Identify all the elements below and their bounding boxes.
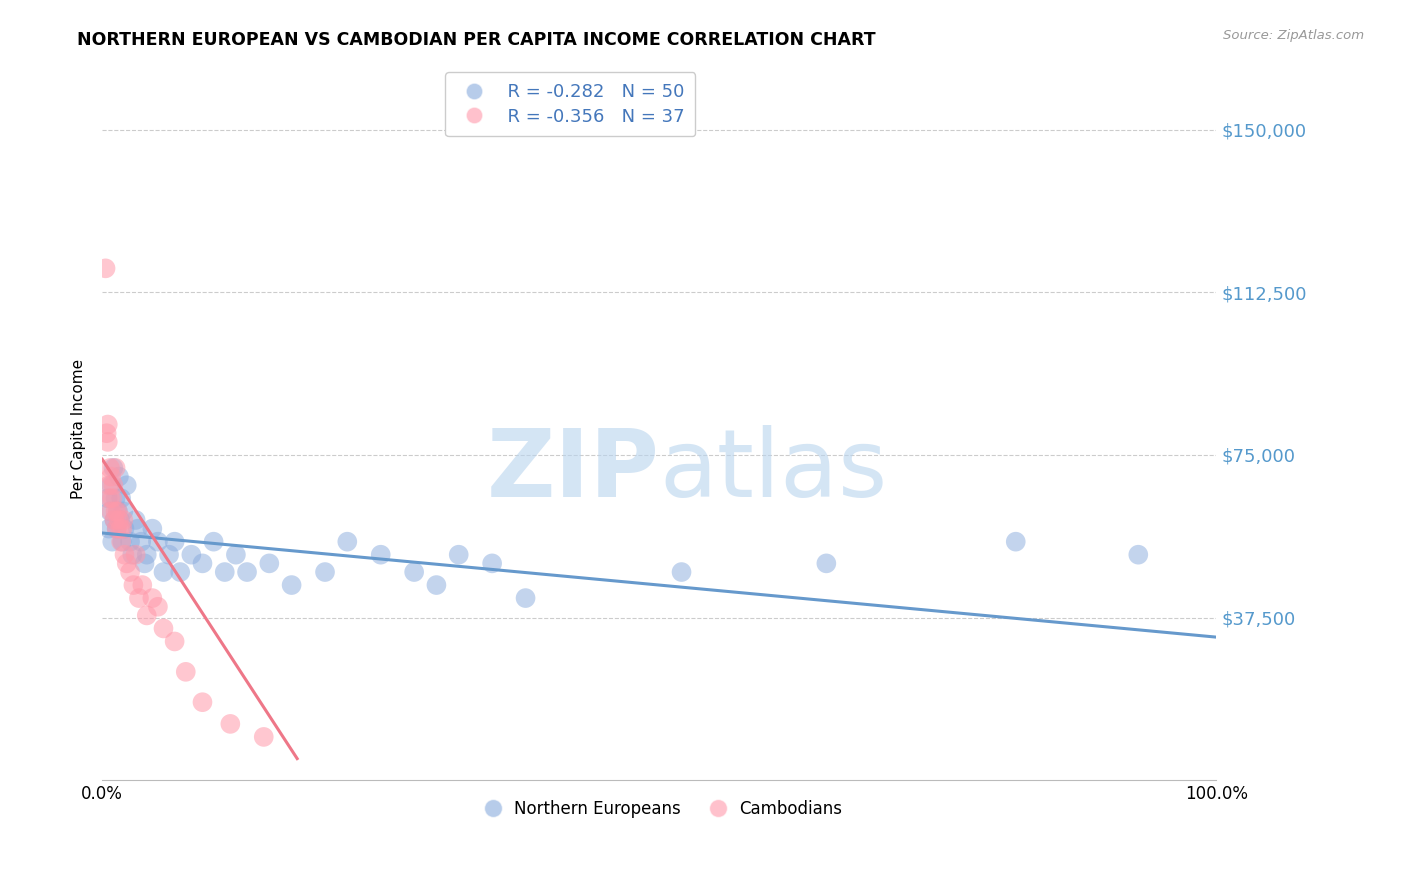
Point — [336, 534, 359, 549]
Point — [146, 534, 169, 549]
Point — [97, 434, 120, 449]
Point — [122, 578, 145, 592]
Point — [219, 717, 242, 731]
Point — [115, 478, 138, 492]
Text: NORTHERN EUROPEAN VS CAMBODIAN PER CAPITA INCOME CORRELATION CHART: NORTHERN EUROPEAN VS CAMBODIAN PER CAPIT… — [77, 31, 876, 49]
Point — [191, 695, 214, 709]
Point — [163, 634, 186, 648]
Point — [131, 578, 153, 592]
Point — [127, 522, 149, 536]
Point — [97, 491, 120, 506]
Point — [128, 591, 150, 605]
Point — [104, 504, 127, 518]
Point — [815, 557, 838, 571]
Point — [100, 469, 122, 483]
Point — [124, 548, 146, 562]
Text: ZIP: ZIP — [486, 425, 659, 517]
Point — [97, 478, 120, 492]
Point — [103, 513, 125, 527]
Point — [112, 504, 135, 518]
Text: atlas: atlas — [659, 425, 887, 517]
Legend: Northern Europeans, Cambodians: Northern Europeans, Cambodians — [470, 793, 849, 825]
Point — [214, 565, 236, 579]
Point — [225, 548, 247, 562]
Point — [115, 557, 138, 571]
Point — [169, 565, 191, 579]
Point — [202, 534, 225, 549]
Text: Source: ZipAtlas.com: Source: ZipAtlas.com — [1223, 29, 1364, 42]
Point — [97, 417, 120, 432]
Point — [671, 565, 693, 579]
Point — [101, 534, 124, 549]
Point — [100, 478, 122, 492]
Point — [98, 461, 121, 475]
Point — [152, 622, 174, 636]
Point — [134, 557, 156, 571]
Point — [104, 461, 127, 475]
Point — [108, 513, 131, 527]
Point — [481, 557, 503, 571]
Point — [174, 665, 197, 679]
Point — [94, 261, 117, 276]
Y-axis label: Per Capita Income: Per Capita Income — [72, 359, 86, 499]
Point — [108, 522, 131, 536]
Point — [107, 504, 129, 518]
Point — [120, 534, 142, 549]
Point — [129, 534, 152, 549]
Point — [98, 491, 121, 506]
Point — [107, 504, 129, 518]
Point — [163, 534, 186, 549]
Point — [157, 548, 180, 562]
Point — [370, 548, 392, 562]
Point — [101, 491, 124, 506]
Point — [1004, 534, 1026, 549]
Point — [124, 513, 146, 527]
Point — [97, 522, 120, 536]
Point — [96, 426, 118, 441]
Point — [253, 730, 276, 744]
Point — [141, 591, 163, 605]
Point — [404, 565, 426, 579]
Point — [103, 478, 125, 492]
Point — [1128, 548, 1150, 562]
Point — [180, 548, 202, 562]
Point — [236, 565, 259, 579]
Point — [114, 548, 136, 562]
Point — [112, 513, 135, 527]
Point — [105, 522, 128, 536]
Point — [114, 522, 136, 536]
Point — [152, 565, 174, 579]
Point — [259, 557, 281, 571]
Point — [280, 578, 302, 592]
Point — [105, 522, 128, 536]
Point — [447, 548, 470, 562]
Point — [110, 491, 132, 506]
Point — [104, 491, 127, 506]
Point — [146, 599, 169, 614]
Point — [108, 469, 131, 483]
Point — [515, 591, 537, 605]
Point — [191, 557, 214, 571]
Point — [111, 522, 134, 536]
Point — [100, 504, 122, 518]
Point — [111, 534, 134, 549]
Point — [103, 461, 125, 475]
Point — [135, 608, 157, 623]
Point — [108, 513, 131, 527]
Point — [120, 565, 142, 579]
Point — [110, 534, 132, 549]
Point — [141, 522, 163, 536]
Point — [98, 504, 121, 518]
Point — [135, 548, 157, 562]
Point — [121, 548, 143, 562]
Point — [103, 513, 125, 527]
Point — [425, 578, 447, 592]
Point — [314, 565, 336, 579]
